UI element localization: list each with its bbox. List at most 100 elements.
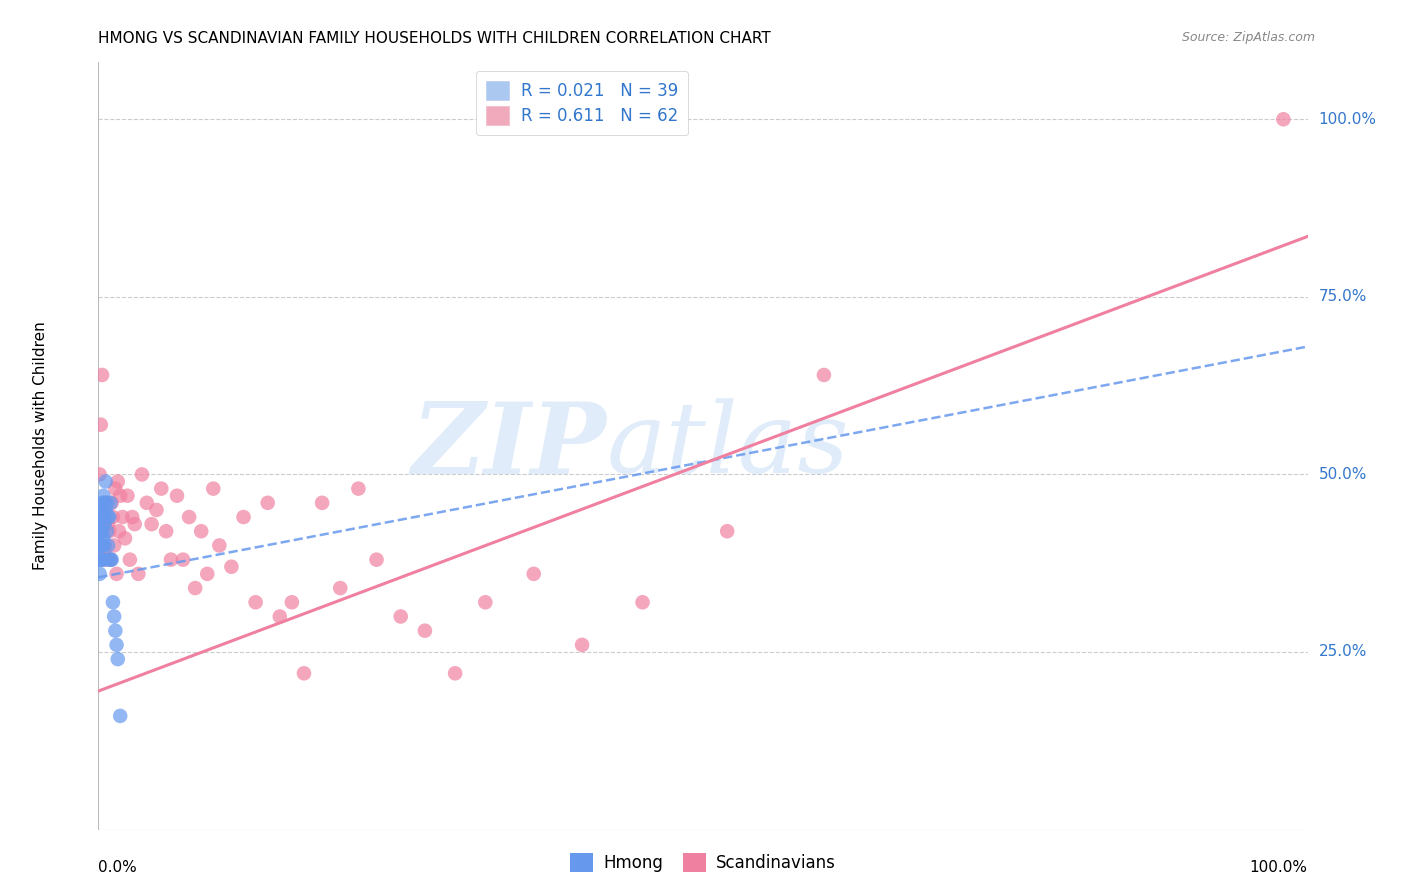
Point [91,524,114,539]
Point [98,524,121,539]
Point [105,566,128,581]
Point [256,496,278,510]
Point [89,467,111,482]
Point [716,524,738,539]
Point [100,496,122,510]
Point [444,666,467,681]
Point [413,624,436,638]
Text: 50.0%: 50.0% [1319,467,1367,482]
Point [121,510,143,524]
Point [813,368,835,382]
Text: ZIP: ZIP [412,398,606,494]
Point [155,524,177,539]
Point [89,538,111,552]
Point [108,709,131,723]
Point [195,566,218,581]
Point [104,624,127,638]
Text: 0.0%: 0.0% [98,860,138,875]
Point [172,552,194,566]
Point [90,524,112,539]
Point [111,510,134,524]
Point [124,517,146,532]
Point [94,503,117,517]
Point [89,566,111,581]
Point [100,552,122,566]
Point [245,595,267,609]
Point [89,510,111,524]
Point [100,552,122,566]
Point [101,595,124,609]
Point [90,538,112,552]
Point [131,467,153,482]
Point [90,417,112,432]
Point [114,532,136,546]
Point [118,552,141,566]
Point [1272,112,1295,127]
Point [108,524,131,539]
Point [91,517,114,532]
Point [474,595,496,609]
Point [96,496,118,510]
Point [232,510,254,524]
Point [97,538,120,552]
Text: 100.0%: 100.0% [1319,112,1376,127]
Text: atlas: atlas [606,399,849,493]
Point [107,475,129,489]
Text: HMONG VS SCANDINAVIAN FAMILY HOUSEHOLDS WITH CHILDREN CORRELATION CHART: HMONG VS SCANDINAVIAN FAMILY HOUSEHOLDS … [98,31,770,46]
Text: Source: ZipAtlas.com: Source: ZipAtlas.com [1181,31,1315,45]
Point [91,538,114,552]
Point [101,510,124,524]
Point [89,524,111,539]
Point [91,510,114,524]
Point [208,538,231,552]
Point [91,552,114,566]
Point [145,503,167,517]
Point [91,532,114,546]
Point [221,559,243,574]
Text: Family Households with Children: Family Households with Children [32,322,48,570]
Point [96,496,118,510]
Point [150,482,173,496]
Point [366,552,388,566]
Legend: Hmong, Scandinavians: Hmong, Scandinavians [564,847,842,879]
Point [202,482,225,496]
Point [184,581,207,595]
Point [104,482,127,496]
Point [107,652,129,666]
Point [135,496,157,510]
Point [160,552,183,566]
Point [103,538,125,552]
Point [523,566,546,581]
Point [91,489,114,503]
Point [98,552,121,566]
Point [292,666,315,681]
Point [269,609,291,624]
Point [93,510,115,524]
Point [389,609,412,624]
Point [97,517,120,532]
Point [190,524,212,539]
Text: 25.0%: 25.0% [1319,645,1367,659]
Point [98,510,121,524]
Point [93,538,115,552]
Point [89,552,111,566]
Point [166,489,188,503]
Point [100,496,122,510]
Point [571,638,593,652]
Point [347,482,370,496]
Text: 75.0%: 75.0% [1319,289,1367,304]
Point [91,496,114,510]
Point [105,638,128,652]
Point [91,552,114,566]
Point [91,368,114,382]
Point [90,552,112,566]
Point [90,510,112,524]
Point [329,581,352,595]
Point [94,552,117,566]
Point [96,524,118,539]
Text: 100.0%: 100.0% [1250,860,1308,875]
Point [103,609,125,624]
Point [108,489,131,503]
Point [93,517,115,532]
Point [97,510,120,524]
